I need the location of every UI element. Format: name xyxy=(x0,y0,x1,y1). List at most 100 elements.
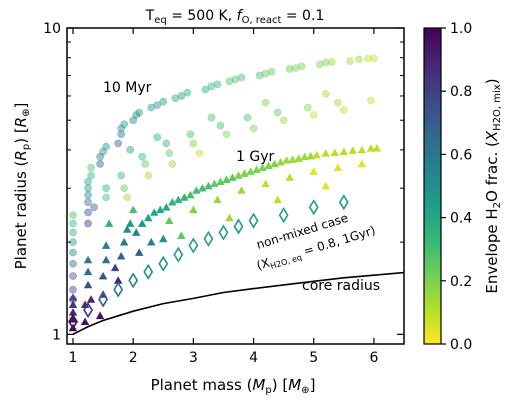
diamond-marker xyxy=(158,255,169,272)
circle-marker xyxy=(138,152,147,161)
x-tick-label: 1 xyxy=(69,350,78,366)
x-tick-label: 5 xyxy=(309,350,318,366)
circle-marker xyxy=(90,203,98,212)
colorbar-tick-label: 1.0 xyxy=(450,21,472,37)
triangle-marker xyxy=(177,231,186,239)
triangle-marker xyxy=(128,205,138,214)
triangle-marker xyxy=(159,234,168,243)
circle-marker xyxy=(195,149,204,158)
diamond-marker xyxy=(128,272,139,289)
colorbar-tick-label: 0.0 xyxy=(450,337,472,353)
triangle-marker xyxy=(348,146,358,154)
triangle-marker xyxy=(192,186,201,194)
triangle-marker xyxy=(147,237,156,246)
circle-marker xyxy=(222,130,231,139)
circle-marker xyxy=(69,211,77,220)
triangle-marker xyxy=(104,219,114,227)
diamond-marker xyxy=(308,199,319,216)
circle-marker xyxy=(114,139,123,148)
circle-marker xyxy=(117,124,126,133)
circle-marker xyxy=(96,160,104,168)
circle-marker xyxy=(216,121,225,130)
circle-marker xyxy=(123,193,132,202)
circle-marker xyxy=(267,67,276,76)
triangle-marker xyxy=(372,144,382,152)
circle-marker xyxy=(333,98,342,107)
colorbar-tick-label: 0.4 xyxy=(450,211,472,227)
circle-marker xyxy=(207,82,216,91)
x-axis-label: Planet mass (Mp) [M⊕] xyxy=(151,376,316,396)
triangle-marker xyxy=(68,300,78,309)
triangle-marker xyxy=(168,197,177,206)
circle-marker xyxy=(315,60,324,69)
circle-marker xyxy=(237,73,246,82)
triangle-marker xyxy=(83,280,93,289)
circle-marker xyxy=(102,193,111,202)
triangle-marker xyxy=(339,147,349,155)
triangle-marker xyxy=(174,195,183,204)
diamond-marker xyxy=(203,230,214,247)
diamond-marker xyxy=(173,246,184,263)
circle-marker xyxy=(144,171,153,180)
triangle-marker xyxy=(216,177,225,186)
circle-marker xyxy=(84,208,92,217)
colorbar-ticks: 0.0 0.2 0.4 0.6 0.8 1.0 xyxy=(441,21,472,353)
triangle-marker xyxy=(240,169,249,177)
triangle-marker xyxy=(228,173,237,181)
triangle-marker xyxy=(180,193,189,201)
triangle-marker xyxy=(110,263,120,272)
circle-marker xyxy=(84,219,92,228)
colorbar-tick-label: 0.2 xyxy=(450,274,472,290)
plot-area: 1 2 3 4 5 6 1 10 xyxy=(43,21,405,366)
colorbar-tick-label: 0.8 xyxy=(450,84,472,100)
triangle-marker xyxy=(306,151,315,160)
circle-marker xyxy=(285,65,294,73)
triangle-marker xyxy=(366,144,376,152)
diamond-marker xyxy=(143,263,154,280)
circle-marker xyxy=(243,113,252,122)
circle-marker xyxy=(186,130,195,139)
diamond-marker xyxy=(113,281,124,298)
triangle-marker xyxy=(86,295,96,303)
circle-marker xyxy=(141,160,150,168)
diamond-marker xyxy=(68,313,78,330)
colorbar-tick-label: 0.6 xyxy=(450,147,472,163)
circle-marker xyxy=(249,124,258,133)
triangle-marker xyxy=(198,183,207,192)
circle-marker xyxy=(261,69,270,78)
circle-marker xyxy=(129,116,138,125)
circle-marker xyxy=(213,80,222,89)
circle-marker xyxy=(69,219,77,228)
x-tick-label: 2 xyxy=(129,350,138,366)
circle-marker xyxy=(255,71,264,80)
circle-marker xyxy=(87,163,95,172)
circle-marker xyxy=(126,146,135,154)
diamond-marker xyxy=(233,218,244,235)
circle-marker xyxy=(153,101,162,110)
triangle-marker xyxy=(309,167,318,175)
circle-marker xyxy=(69,248,77,257)
circle-marker xyxy=(297,62,306,71)
triangle-marker xyxy=(288,155,297,163)
diamond-marker xyxy=(218,224,229,241)
circle-marker xyxy=(291,64,300,72)
annotation-nonmixed: non-mixed case (XH2O, eq = 0.8, 1Gyr) xyxy=(255,211,377,273)
circle-marker xyxy=(117,171,126,180)
circle-marker xyxy=(153,133,162,142)
triangle-marker xyxy=(116,251,126,260)
triangle-marker xyxy=(95,311,105,320)
circle-marker xyxy=(183,88,192,97)
circle-marker xyxy=(69,259,77,268)
triangle-marker xyxy=(261,179,270,188)
circle-marker xyxy=(321,89,330,98)
triangle-marker xyxy=(237,186,246,194)
triangle-marker xyxy=(204,181,213,190)
circle-marker xyxy=(69,272,77,280)
plot-frame xyxy=(66,27,405,345)
colorbar: 0.0 0.2 0.4 0.6 0.8 1.0 Envelope H2O frac. (X… xyxy=(423,21,503,353)
circle-marker xyxy=(168,160,177,168)
triangle-marker xyxy=(144,213,153,222)
triangle-marker xyxy=(357,145,367,154)
circle-marker xyxy=(120,184,129,193)
